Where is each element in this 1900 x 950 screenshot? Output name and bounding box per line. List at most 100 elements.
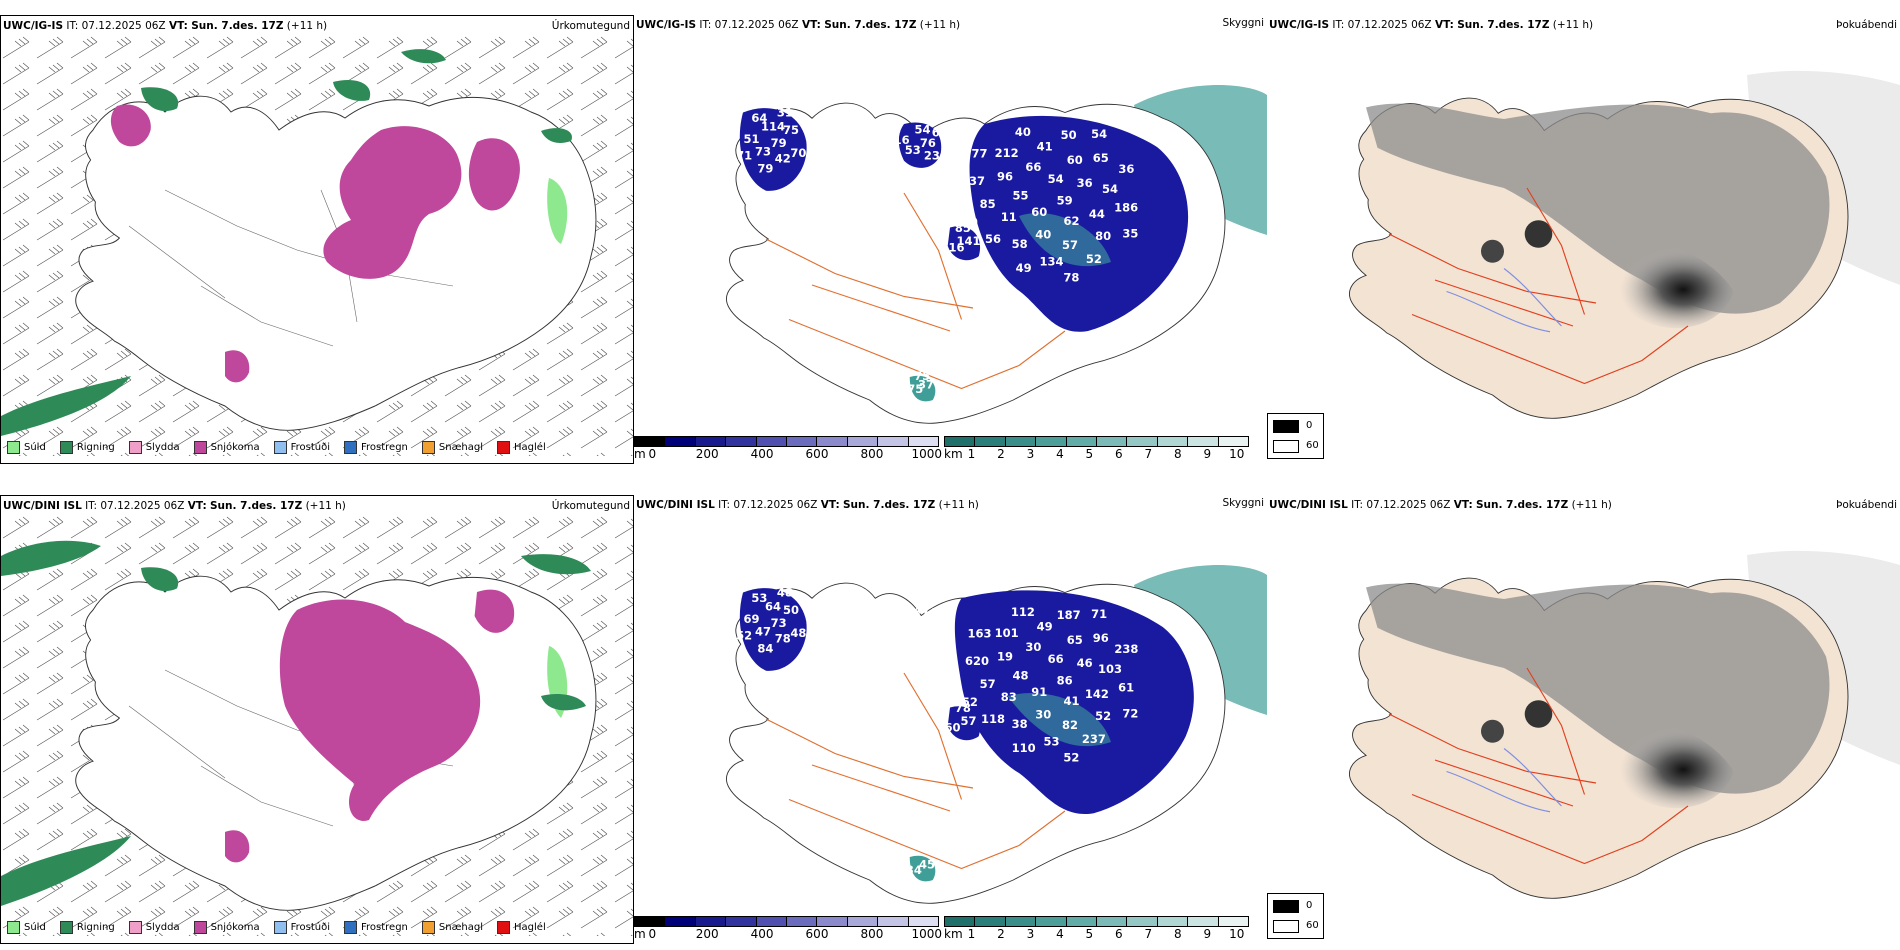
visibility-value: 54 <box>915 123 931 137</box>
colorbar-segment <box>817 917 848 926</box>
offshore-rain <box>1 376 131 436</box>
visibility-value: 47 <box>924 629 940 643</box>
visibility-value: 48 <box>790 626 806 640</box>
colorbar-tick: 800 <box>860 927 884 941</box>
panel-header: UWC/DINI ISL IT: 07.12.2025 06Z VT: Sun.… <box>636 499 979 511</box>
visibility-value: 66 <box>1048 652 1064 666</box>
colorbar-tick: 600 <box>805 927 829 941</box>
visibility-value: 96 <box>1093 631 1109 645</box>
legend-label: Haglél <box>514 442 546 453</box>
colorbar-segment <box>1066 437 1098 446</box>
visibility-value: 54 <box>1091 127 1107 141</box>
visibility-value: 60 <box>945 720 961 734</box>
colorbar-tick: 400 <box>750 927 774 941</box>
colorbar-tick: 5 <box>1085 447 1094 461</box>
colorbar-tick: 6 <box>1115 447 1123 461</box>
legend-item: Frostregn <box>344 441 408 454</box>
colorbar-tick: 5 <box>1085 927 1094 941</box>
visibility-value: 57 <box>961 714 977 728</box>
colorbar-segment <box>1157 917 1189 926</box>
colorbar-tick: 7 <box>1144 927 1153 941</box>
colorbar-segment <box>1036 437 1067 446</box>
visibility-value: 52 <box>736 629 752 643</box>
legend-swatch <box>273 441 287 454</box>
legend-swatch <box>59 441 73 454</box>
precip-map <box>1 516 633 936</box>
visibility-value: 59 <box>1057 194 1073 208</box>
visibility-value: 83 <box>1001 690 1017 704</box>
visibility-value: 53 <box>905 143 921 157</box>
visibility-value: 16 <box>894 133 910 147</box>
visibility-value: 70 <box>790 146 806 160</box>
visibility-panel-row1: UWC/IG-IS IT: 07.12.2025 06Z VT: Sun. 7.… <box>634 15 1267 464</box>
visibility-value: 65 <box>1093 151 1109 165</box>
elevation-colorbar: 0 200 400 600 800 1000 <box>634 436 942 461</box>
visibility-value: 50 <box>783 603 799 617</box>
visibility-value: 37 <box>918 378 934 392</box>
colorbar-segment <box>756 437 788 446</box>
legend-label: Haglél <box>514 922 546 933</box>
legend-item: Súld <box>7 921 46 934</box>
visibility-value: 91 <box>1031 685 1047 699</box>
colorbar-segment <box>1005 437 1037 446</box>
visibility-value: 42 <box>775 151 791 165</box>
visibility-value: 47 <box>755 625 771 639</box>
visibility-value: 85 <box>980 197 996 211</box>
legend-item: Snæhagl <box>421 441 483 454</box>
colorbar-tick: 9 <box>1203 927 1212 941</box>
legend-swatch <box>421 441 435 454</box>
visibility-value: 78 <box>932 605 948 619</box>
legend-item: Frostúði <box>273 921 330 934</box>
colorbar-segment <box>726 917 757 926</box>
visibility-value: 38 <box>1012 717 1028 731</box>
legend-label: Frostúði <box>290 442 330 453</box>
legend-item: Rigning <box>59 921 115 934</box>
legend-item: Slydda <box>128 441 180 454</box>
colorbar-tick: 1 <box>967 927 976 941</box>
visibility-value: 69 <box>744 612 760 626</box>
visibility-value: 163 <box>968 627 992 641</box>
elevation-unit: m <box>634 927 646 941</box>
legend-label: Snjókoma <box>210 442 260 453</box>
visibility-value: 58 <box>1012 237 1028 251</box>
panel-title: Þokuábendi <box>1836 19 1897 31</box>
visibility-value: 80 <box>1095 229 1111 243</box>
colorbar-segment <box>847 437 879 446</box>
visibility-value: 620 <box>965 654 989 668</box>
legend-label: Frostregn <box>361 922 408 933</box>
colorbar-segment <box>756 917 788 926</box>
colorbar-tick: 8 <box>1174 447 1182 461</box>
colorbar-tick: 2 <box>997 927 1005 941</box>
visibility-value: 40 <box>1015 125 1031 139</box>
visibility-value: 75 <box>783 123 799 137</box>
visibility-value: 66 <box>1025 160 1041 174</box>
colorbar-segment <box>787 917 818 926</box>
visibility-value: 52 <box>1086 252 1102 266</box>
visibility-value: 62 <box>1064 214 1080 228</box>
colorbar-segment <box>1188 437 1219 446</box>
visibility-value: 41 <box>1064 694 1080 708</box>
panel-header: UWC/IG-IS IT: 07.12.2025 06Z VT: Sun. 7.… <box>1269 19 1594 31</box>
visibility-value: 54 <box>894 613 910 627</box>
legend-label: Súld <box>24 922 46 933</box>
visibility-value: 60 <box>1067 153 1083 167</box>
precip-panel-row1: UWC/IG-IS IT: 07.12.2025 06Z VT: Sun. 7.… <box>0 15 634 464</box>
visibility-value: 49 <box>1037 620 1053 634</box>
visibility-value: 48 <box>777 585 793 599</box>
visibility-unit: km <box>944 927 963 941</box>
visibility-value: 23 <box>924 149 940 163</box>
visibility-value: 40 <box>962 215 978 229</box>
visibility-value: 78 <box>955 701 971 715</box>
panel-title: Skyggni <box>1222 497 1265 509</box>
legend-swatch <box>497 441 511 454</box>
legend-item: Frostregn <box>344 921 408 934</box>
visibility-value: 57 <box>980 677 996 691</box>
visibility-value: 41 <box>1037 140 1053 154</box>
colorbar-segment <box>1218 437 1249 446</box>
colorbar-tick: 9 <box>1203 447 1212 461</box>
panel-header: UWC/IG-IS IT: 07.12.2025 06Z VT: Sun. 7.… <box>636 19 961 31</box>
visibility-value: 48 <box>1012 669 1028 683</box>
colorbar-segment <box>1005 917 1037 926</box>
legend-item: Snjókoma <box>193 921 260 934</box>
colorbar-tick: 400 <box>750 447 774 461</box>
